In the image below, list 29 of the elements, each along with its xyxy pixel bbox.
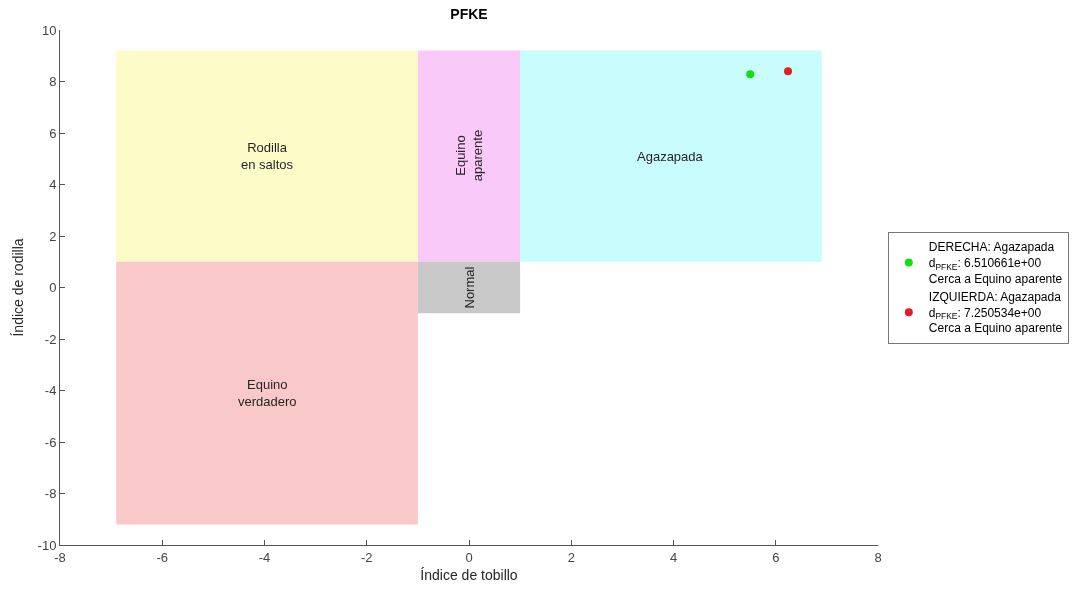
legend-label: DERECHA: Agazapada d$_{PFKE}$: 6.510661e+00 Cerca a Equino aparente <box>928 240 1063 286</box>
y-tick-label: -10 <box>37 537 57 553</box>
y-tick-label: -2 <box>44 331 57 347</box>
x-tick-label: 0 <box>465 549 473 565</box>
y-tick-label: 0 <box>49 280 57 296</box>
x-tick-label: 8 <box>874 549 882 565</box>
y-axis-title: Índice de rodilla <box>10 238 27 337</box>
annotation: Rodilla en saltos <box>241 140 294 172</box>
x-tick-label: 6 <box>772 549 780 565</box>
y-tick-label: 6 <box>49 125 57 141</box>
y-tick-label: 4 <box>49 177 57 193</box>
annotation: Agazapada <box>637 149 704 164</box>
y-tick-label: -6 <box>44 434 57 450</box>
annotation: Equino verdadero <box>238 377 297 409</box>
y-tick-label: 10 <box>41 22 57 38</box>
x-tick-label: -2 <box>360 549 373 565</box>
chart-title: PFKE <box>450 5 488 22</box>
x-tick-label: -4 <box>258 549 271 565</box>
y-tick-label: 8 <box>49 74 57 90</box>
legend-label: IZQUIERDA: Agazapada d$_{PFKE}$: 7.250534e+00 Cerca a Equino aparente <box>928 290 1063 336</box>
annotation: Equino aparente <box>452 129 485 182</box>
x-axis-title: Índice de tobillo <box>420 566 518 583</box>
x-tick-label: -6 <box>156 549 169 565</box>
y-tick-label: -8 <box>44 486 57 502</box>
annotation: Normal <box>461 266 477 309</box>
x-tick-label: 2 <box>567 549 575 565</box>
y-tick-label: 2 <box>49 228 57 244</box>
x-tick-label: 4 <box>669 549 678 565</box>
y-tick-label: -4 <box>44 383 57 399</box>
